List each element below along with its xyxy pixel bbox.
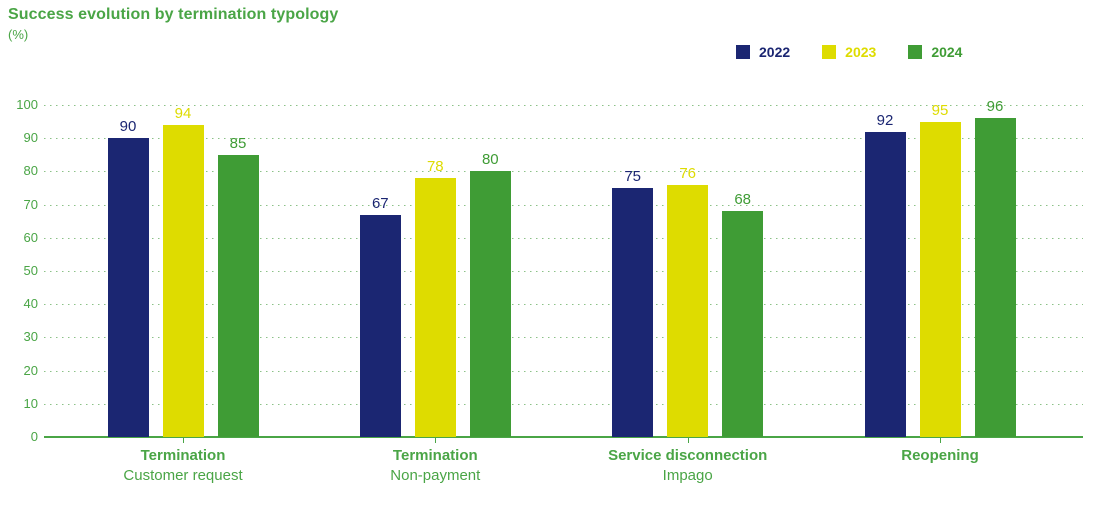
bar-group-4: 92 95 96 [864,98,1016,437]
legend-item-2024: 2024 [908,44,962,60]
gridline-20 [44,370,1083,372]
x-tick [687,437,689,443]
y-tick-label-60: 60 [23,229,38,245]
gridline-40 [44,304,1083,306]
bar-value-label: 75 [624,168,642,185]
y-tick-label-20: 20 [23,362,38,378]
legend: 2022 2023 2024 [736,44,962,60]
x-tick [435,437,437,443]
category-sub-label: Non-payment [390,467,481,484]
x-tick [940,437,941,443]
bar-value-label: 96 [986,98,1004,116]
y-tick-label-50: 50 [23,263,38,278]
x-axis-line [44,436,1083,438]
bar-value-label: 90 [119,118,137,136]
bar-value-label: 76 [679,164,697,182]
gridline-90 [44,138,1083,140]
x-tick [183,437,184,443]
legend-item-2023: 2023 [822,44,876,60]
y-tick-label-70: 70 [23,196,38,212]
gridline-30 [44,337,1083,339]
category-label-1: Termination Customer request [43,446,323,486]
bar-2024 [469,171,511,437]
bar-2024 [217,154,259,437]
bar-value-label: 80 [481,151,499,169]
legend-label: 2023 [845,44,877,60]
legend-label: 2022 [759,44,791,60]
gridline-60 [44,237,1083,239]
bar-wrap: 95 [919,101,961,437]
legend-swatch-2022 [736,45,750,59]
bar-wrap: 90 [107,118,149,437]
bar-2023 [919,121,961,437]
y-tick-label-100: 100 [16,97,38,112]
bar-wrap: 75 [612,168,654,437]
bar-wrap: 96 [974,98,1016,437]
y-tick-label-0: 0 [30,429,38,444]
bar-value-label: 94 [174,104,192,122]
gridline-70 [44,204,1083,206]
bar-2022 [359,214,401,437]
plot-area: 90 94 85 67 78 80 75 76 68 92 95 96 [44,99,1083,443]
bar-group-1: 90 94 85 [107,104,259,437]
bar-2022 [107,138,149,437]
bar-value-label: 78 [426,158,444,176]
legend-swatch-2024 [908,45,923,59]
y-axis: 0 10 20 30 40 50 60 70 80 90 100 [0,97,38,444]
category-label-2: Termination Non-payment [295,446,575,486]
legend-swatch-2023 [822,45,837,59]
bar-value-label: 92 [876,111,894,129]
y-tick-label-80: 80 [23,163,38,179]
category-label-4: Reopening [800,446,1080,466]
chart-unit-label: (%) [8,27,29,42]
gridline-50 [44,271,1083,272]
bar-2022 [864,131,906,437]
category-label-3: Service disconnection Impago [548,446,828,486]
bar-wrap: 76 [667,164,709,437]
bar-value-label: 85 [229,134,247,152]
bar-wrap: 67 [359,194,401,437]
gridline-10 [44,403,1083,405]
bar-value-label: 68 [734,191,752,209]
y-tick-label-90: 90 [23,130,38,146]
bar-wrap: 85 [217,134,259,437]
bar-value-label: 67 [371,194,389,212]
category-main-label: Reopening [901,447,979,464]
category-main-label: Service disconnection [608,447,768,464]
y-tick-label-40: 40 [23,296,38,312]
bar-2023 [414,178,456,437]
category-main-label: Termination [392,447,478,464]
chart-title: Success evolution by termination typolog… [8,6,339,23]
bar-2023 [667,184,709,437]
legend-item-2022: 2022 [736,44,790,60]
category-main-label: Termination [140,447,226,464]
bar-wrap: 92 [864,111,906,437]
category-sub-label: Customer request [123,467,243,484]
bar-2024 [974,118,1016,437]
bar-2022 [612,188,654,437]
bar-2023 [162,124,204,437]
gridline-100 [44,105,1083,106]
legend-label: 2024 [931,44,963,60]
category-sub-label: Impago [662,467,713,484]
gridline-80 [44,171,1083,173]
bar-wrap: 68 [722,191,764,437]
bar-group-2: 67 78 80 [359,151,511,437]
y-tick-label-30: 30 [23,329,38,345]
bar-group-3: 75 76 68 [612,164,764,437]
y-tick-label-10: 10 [23,395,38,411]
bar-value-label: 95 [931,101,949,119]
bar-wrap: 80 [469,151,511,437]
bar-wrap: 78 [414,158,456,437]
bar-2024 [722,211,764,437]
bar-wrap: 94 [162,104,204,437]
